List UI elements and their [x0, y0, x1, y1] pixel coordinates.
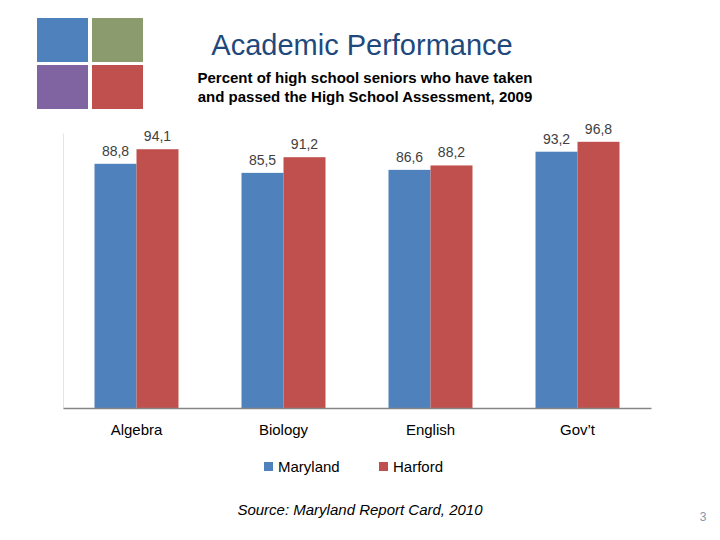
x-tick: English [406, 421, 455, 438]
subtitle: Percent of high school seniors who have … [197, 69, 532, 86]
decor-square [37, 18, 88, 62]
y-axis [63, 134, 64, 409]
data-label: 88,8 [102, 143, 129, 159]
x-tick-label: Gov’t [560, 421, 596, 438]
bar [137, 149, 179, 408]
data-labels: 88,8 85,5 86,6 93,2 94,1 91,2 88,2 96,8 [102, 121, 612, 168]
data-label: 86,6 [396, 149, 423, 165]
x-tick: Algebra [111, 421, 163, 438]
data-label: 93,2 [543, 131, 570, 147]
title: Academic Performance [211, 29, 512, 61]
legend-swatch [379, 462, 388, 471]
x-tick-label: Biology [259, 421, 309, 438]
x-axis-line [64, 408, 652, 409]
data-label: 91,2 [291, 136, 318, 152]
data-label: 96,8 [585, 121, 612, 137]
decor-square [92, 18, 143, 62]
legend: Maryland Harford [264, 458, 443, 475]
chart: Academic Performance Percent of high scho… [0, 0, 720, 540]
bar [95, 164, 137, 408]
decoration [37, 18, 143, 109]
x-tick-label: Algebra [111, 421, 163, 438]
bar [389, 170, 431, 408]
legend-label: Harford [393, 458, 443, 475]
bar [431, 165, 473, 408]
bar [578, 142, 620, 408]
subtitle: and passed the High School Assessment, 2… [198, 88, 533, 105]
x-tick: Gov’t [560, 421, 596, 438]
bar [284, 157, 326, 408]
data-label: 85,5 [249, 152, 276, 168]
x-tick-label: English [406, 421, 455, 438]
x-axis: Algebra Biology English Gov’t [64, 409, 652, 438]
bars [95, 142, 620, 408]
page-number: 3 [700, 510, 707, 524]
legend-item: Harford [379, 458, 443, 475]
data-label: 94,1 [144, 128, 171, 144]
legend-item: Maryland [264, 458, 340, 475]
source: Source: Maryland Report Card, 2010 [237, 501, 483, 518]
decor-square [92, 65, 143, 109]
legend-swatch [264, 462, 273, 471]
data-label: 88,2 [438, 144, 465, 160]
legend-label: Maryland [278, 458, 340, 475]
y-axis-line [63, 134, 64, 409]
bar [536, 152, 578, 408]
decor-square [37, 65, 88, 109]
bar [242, 173, 284, 408]
x-tick: Biology [259, 421, 309, 438]
